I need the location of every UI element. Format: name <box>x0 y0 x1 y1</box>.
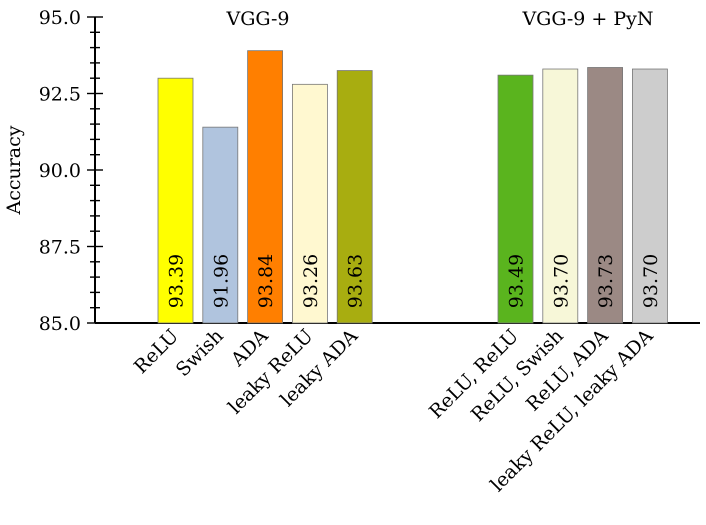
y-axis: 85.0 87.5 90.0 92.5 95.0 <box>39 7 700 335</box>
group-title: VGG-9 + PyN <box>521 8 653 30</box>
y-tick-label: 92.5 <box>39 84 81 106</box>
bars: 93.39 91.96 93.84 93.26 93.63 93.49 93.70 93.73… <box>157 50 668 324</box>
bar-value-label: 93.49 <box>506 254 528 308</box>
bar-value-label: 93.70 <box>640 254 662 308</box>
y-tick-label: 90.0 <box>39 160 81 182</box>
bar <box>497 74 534 324</box>
bar-value-label: 93.73 <box>595 254 617 308</box>
bar <box>542 68 579 324</box>
bar-value-label: 93.84 <box>255 254 277 308</box>
category-label: Swish <box>172 325 228 381</box>
group-title: VGG-9 <box>226 8 290 30</box>
bar-value-label: 93.63 <box>345 254 367 308</box>
y-tick-label: 87.5 <box>39 237 81 259</box>
bar <box>157 77 194 324</box>
bar <box>632 68 668 324</box>
bar-value-label: 93.39 <box>166 254 188 308</box>
bar <box>336 70 373 324</box>
bar-value-label: 91.96 <box>210 254 232 308</box>
group-titles: VGG-9 VGG-9 + PyN <box>226 8 654 30</box>
bar <box>291 83 328 324</box>
bar <box>202 126 239 324</box>
y-tick-label: 95.0 <box>39 7 81 29</box>
bar-value-label: 93.26 <box>300 254 322 308</box>
bar <box>247 50 284 324</box>
y-tick-label: 85.0 <box>39 313 81 335</box>
bar-value-label: 93.70 <box>550 254 572 308</box>
y-axis-title: Accuracy <box>3 125 25 215</box>
bar <box>587 67 623 324</box>
